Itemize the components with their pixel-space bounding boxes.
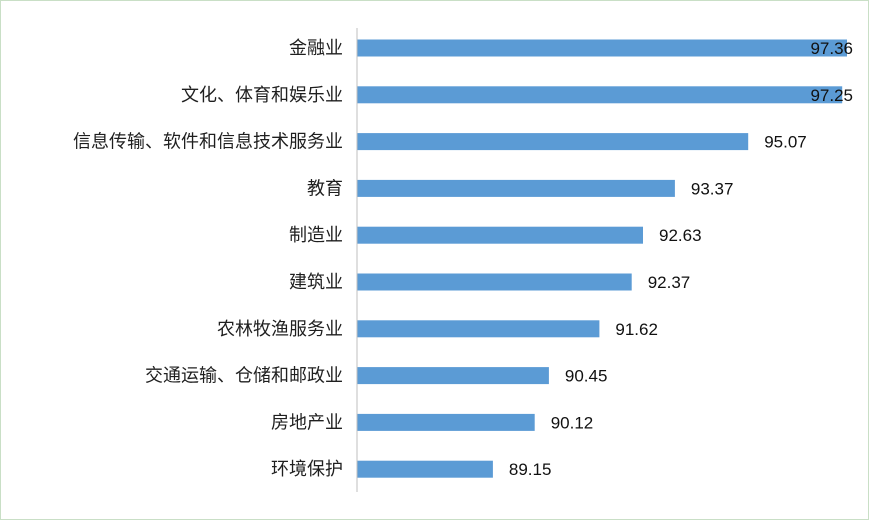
category-label-9: 环境保护 (271, 459, 343, 480)
bar-1 (357, 86, 843, 104)
value-label-8: 90.12 (551, 413, 594, 432)
bar-8 (357, 413, 535, 431)
value-label-4: 92.63 (659, 226, 702, 245)
bars-layer (357, 39, 847, 478)
bar-3 (357, 179, 675, 197)
category-labels-layer: 金融业文化、体育和娱乐业信息传输、软件和信息技术服务业教育制造业建筑业农林牧渔服… (73, 38, 343, 480)
value-label-1: 97.25 (810, 86, 853, 105)
category-label-8: 房地产业 (271, 412, 343, 433)
category-label-3: 教育 (307, 178, 343, 199)
category-label-1: 文化、体育和娱乐业 (181, 85, 343, 106)
category-label-5: 建筑业 (289, 272, 343, 293)
value-label-7: 90.45 (565, 367, 608, 386)
category-label-6: 农林牧渔服务业 (217, 319, 343, 340)
value-label-9: 89.15 (509, 460, 552, 479)
category-label-0: 金融业 (289, 38, 343, 59)
value-label-2: 95.07 (764, 133, 807, 152)
bar-7 (357, 367, 549, 385)
category-label-7: 交通运输、仓储和邮政业 (145, 366, 343, 387)
value-labels-layer: 97.36 97.25 95.07 93.37 92.63 92.37 91.62 90.45… (509, 39, 853, 479)
bar-6 (357, 320, 600, 338)
bar-2 (357, 133, 749, 151)
value-label-3: 93.37 (691, 179, 734, 198)
category-label-4: 制造业 (289, 225, 343, 246)
bar-0 (357, 39, 847, 57)
value-label-5: 92.37 (648, 273, 691, 292)
bar-5 (357, 273, 632, 291)
bar-9 (357, 460, 493, 478)
value-label-6: 91.62 (615, 320, 658, 339)
category-label-2: 信息传输、软件和信息技术服务业 (73, 132, 343, 153)
bar-4 (357, 226, 643, 244)
value-label-0: 97.36 (810, 39, 853, 58)
